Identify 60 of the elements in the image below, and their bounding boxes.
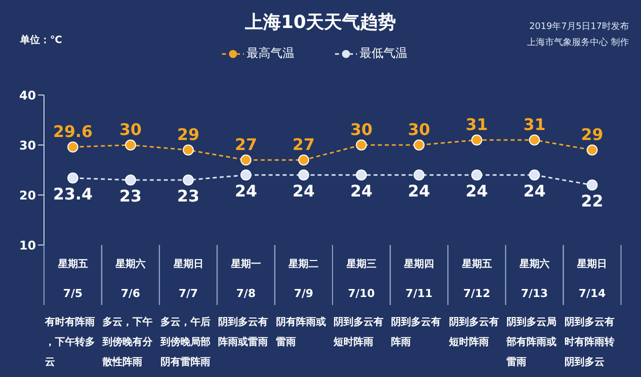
data-label: 23.4 xyxy=(53,184,93,204)
point xyxy=(586,180,598,190)
data-label: 30 xyxy=(119,120,142,139)
data-label: 31 xyxy=(523,115,546,134)
point xyxy=(298,170,310,180)
data-label: 27 xyxy=(292,135,315,154)
data-label: 30 xyxy=(408,120,430,139)
point xyxy=(414,170,425,180)
category-label: 星期二 7/9 阴有阵雨或雷雨 xyxy=(276,259,326,348)
point xyxy=(528,134,540,146)
point xyxy=(356,170,367,180)
point xyxy=(471,170,482,180)
data-label: 24 xyxy=(292,181,315,200)
category-label: 星期四 7/11 阴到多云有阵雨 xyxy=(391,259,442,348)
y-axis-title: 单位：℃ xyxy=(20,34,62,47)
data-label: 24 xyxy=(350,181,372,200)
data-label: 24 xyxy=(466,181,488,200)
data-label: 29 xyxy=(177,125,200,144)
point xyxy=(182,174,194,186)
data-label: 27 xyxy=(234,135,258,154)
data-label: 30 xyxy=(350,120,372,139)
point xyxy=(240,170,252,180)
data-label: 24 xyxy=(408,181,430,200)
data-label: 24 xyxy=(234,181,258,200)
data-label: 29 xyxy=(581,125,604,144)
point xyxy=(414,140,425,150)
point xyxy=(125,140,136,150)
point xyxy=(586,144,598,156)
point xyxy=(125,174,136,186)
category-label: 星期一 7/8 阴到多云有阵雨或雷雨 xyxy=(218,259,268,348)
category-label: 星期日 7/14 阴到多云有时有阵雨转阴到多云 xyxy=(564,259,614,368)
data-label: 24 xyxy=(523,181,546,200)
point xyxy=(240,154,252,166)
category-label: 星期五 7/12 阴到多云有短时阵雨 xyxy=(448,259,499,348)
y-tick-label: 20 xyxy=(19,188,36,202)
text: 上海市气象服务中心 制作 xyxy=(527,36,629,49)
point xyxy=(298,154,310,166)
legend-label: 最高气温 xyxy=(246,45,294,62)
data-label: 29.6 xyxy=(53,122,93,141)
y-tick-label: 40 xyxy=(19,88,36,102)
y-tick-label: 30 xyxy=(19,138,36,152)
text: 2019年7月5日17时发布 xyxy=(529,20,629,33)
category-label: 星期六 7/6 多云，下午到傍晚有分散性阵雨 xyxy=(102,259,153,368)
data-label: 23 xyxy=(119,186,142,206)
point xyxy=(67,172,78,184)
category-label: 星期五 7/5 有时有阵雨，下午转多云 xyxy=(45,259,95,368)
category-label: 星期六 7/13 阴到多云局部有阵雨或雷雨 xyxy=(506,259,557,368)
data-label: 22 xyxy=(581,191,604,210)
point xyxy=(182,144,194,156)
legend-label: 最低气温 xyxy=(360,45,408,62)
point xyxy=(471,134,482,146)
category-label: 星期三 7/10 阴到多云有短时阵雨 xyxy=(334,259,384,348)
point xyxy=(356,140,367,150)
y-tick-label: 10 xyxy=(19,238,36,252)
point xyxy=(67,142,78,152)
data-label: 23 xyxy=(177,186,200,206)
point xyxy=(528,170,540,180)
category-label: 星期日 7/7 多云，午后到傍晚局部阴有雷阵雨 xyxy=(160,259,210,368)
data-label: 31 xyxy=(466,115,488,134)
chart-title: 上海10天天气趋势 xyxy=(244,12,396,33)
